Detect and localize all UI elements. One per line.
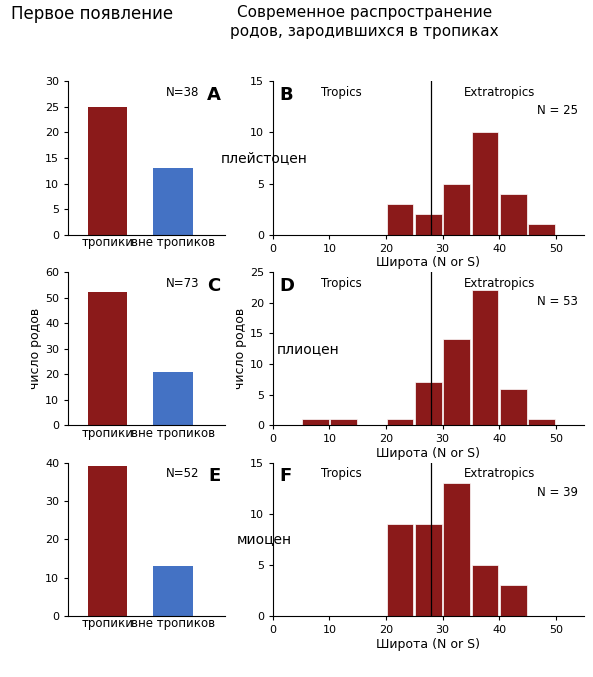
Bar xyxy=(472,133,498,235)
Text: Extratropics: Extratropics xyxy=(464,467,535,480)
Bar xyxy=(500,586,527,616)
Bar xyxy=(415,383,442,425)
Bar xyxy=(330,419,357,425)
Text: N=73: N=73 xyxy=(165,276,199,290)
Text: D: D xyxy=(279,276,294,294)
Text: A: A xyxy=(207,86,221,104)
Text: плейстоцен: плейстоцен xyxy=(221,151,307,165)
Text: Extratropics: Extratropics xyxy=(464,86,535,99)
Text: B: B xyxy=(279,86,292,104)
Text: Extratropics: Extratropics xyxy=(464,276,535,290)
Text: N = 25: N = 25 xyxy=(537,104,578,117)
Text: миоцен: миоцен xyxy=(237,532,291,546)
Bar xyxy=(415,214,442,235)
Text: N=52: N=52 xyxy=(165,467,199,480)
Text: Современное распространение
родов, зародившихся в тропиках: Современное распространение родов, зарод… xyxy=(231,5,499,39)
X-axis label: Широта (N or S): Широта (N or S) xyxy=(377,257,480,269)
Bar xyxy=(154,566,193,616)
Text: Tropics: Tropics xyxy=(321,276,362,290)
Bar xyxy=(444,183,470,235)
X-axis label: Широта (N or S): Широта (N or S) xyxy=(377,638,480,651)
Text: N = 39: N = 39 xyxy=(537,485,578,499)
Text: N=38: N=38 xyxy=(165,86,199,99)
Bar xyxy=(472,565,498,616)
Bar xyxy=(154,372,193,425)
Text: C: C xyxy=(208,276,221,294)
Bar xyxy=(528,419,555,425)
Bar xyxy=(387,419,413,425)
Bar xyxy=(528,225,555,235)
Bar xyxy=(88,107,127,235)
Text: Tropics: Tropics xyxy=(321,86,362,99)
Bar xyxy=(415,524,442,616)
Text: Tropics: Tropics xyxy=(321,467,362,480)
Text: N = 53: N = 53 xyxy=(537,295,578,308)
Bar xyxy=(302,419,329,425)
Y-axis label: число родов: число родов xyxy=(29,308,42,389)
Text: плиоцен: плиоцен xyxy=(277,342,340,355)
Bar xyxy=(500,389,527,425)
Text: E: E xyxy=(208,467,221,485)
Bar xyxy=(154,168,193,235)
Bar xyxy=(472,290,498,425)
Bar xyxy=(444,339,470,425)
Bar xyxy=(444,483,470,616)
Bar xyxy=(88,466,127,616)
Bar xyxy=(387,524,413,616)
Bar xyxy=(500,194,527,235)
Bar xyxy=(387,204,413,235)
Text: F: F xyxy=(279,467,291,485)
X-axis label: Широта (N or S): Широта (N or S) xyxy=(377,447,480,460)
Bar xyxy=(88,292,127,425)
Y-axis label: число родов: число родов xyxy=(234,308,247,389)
Text: Первое появление: Первое появление xyxy=(11,5,173,24)
